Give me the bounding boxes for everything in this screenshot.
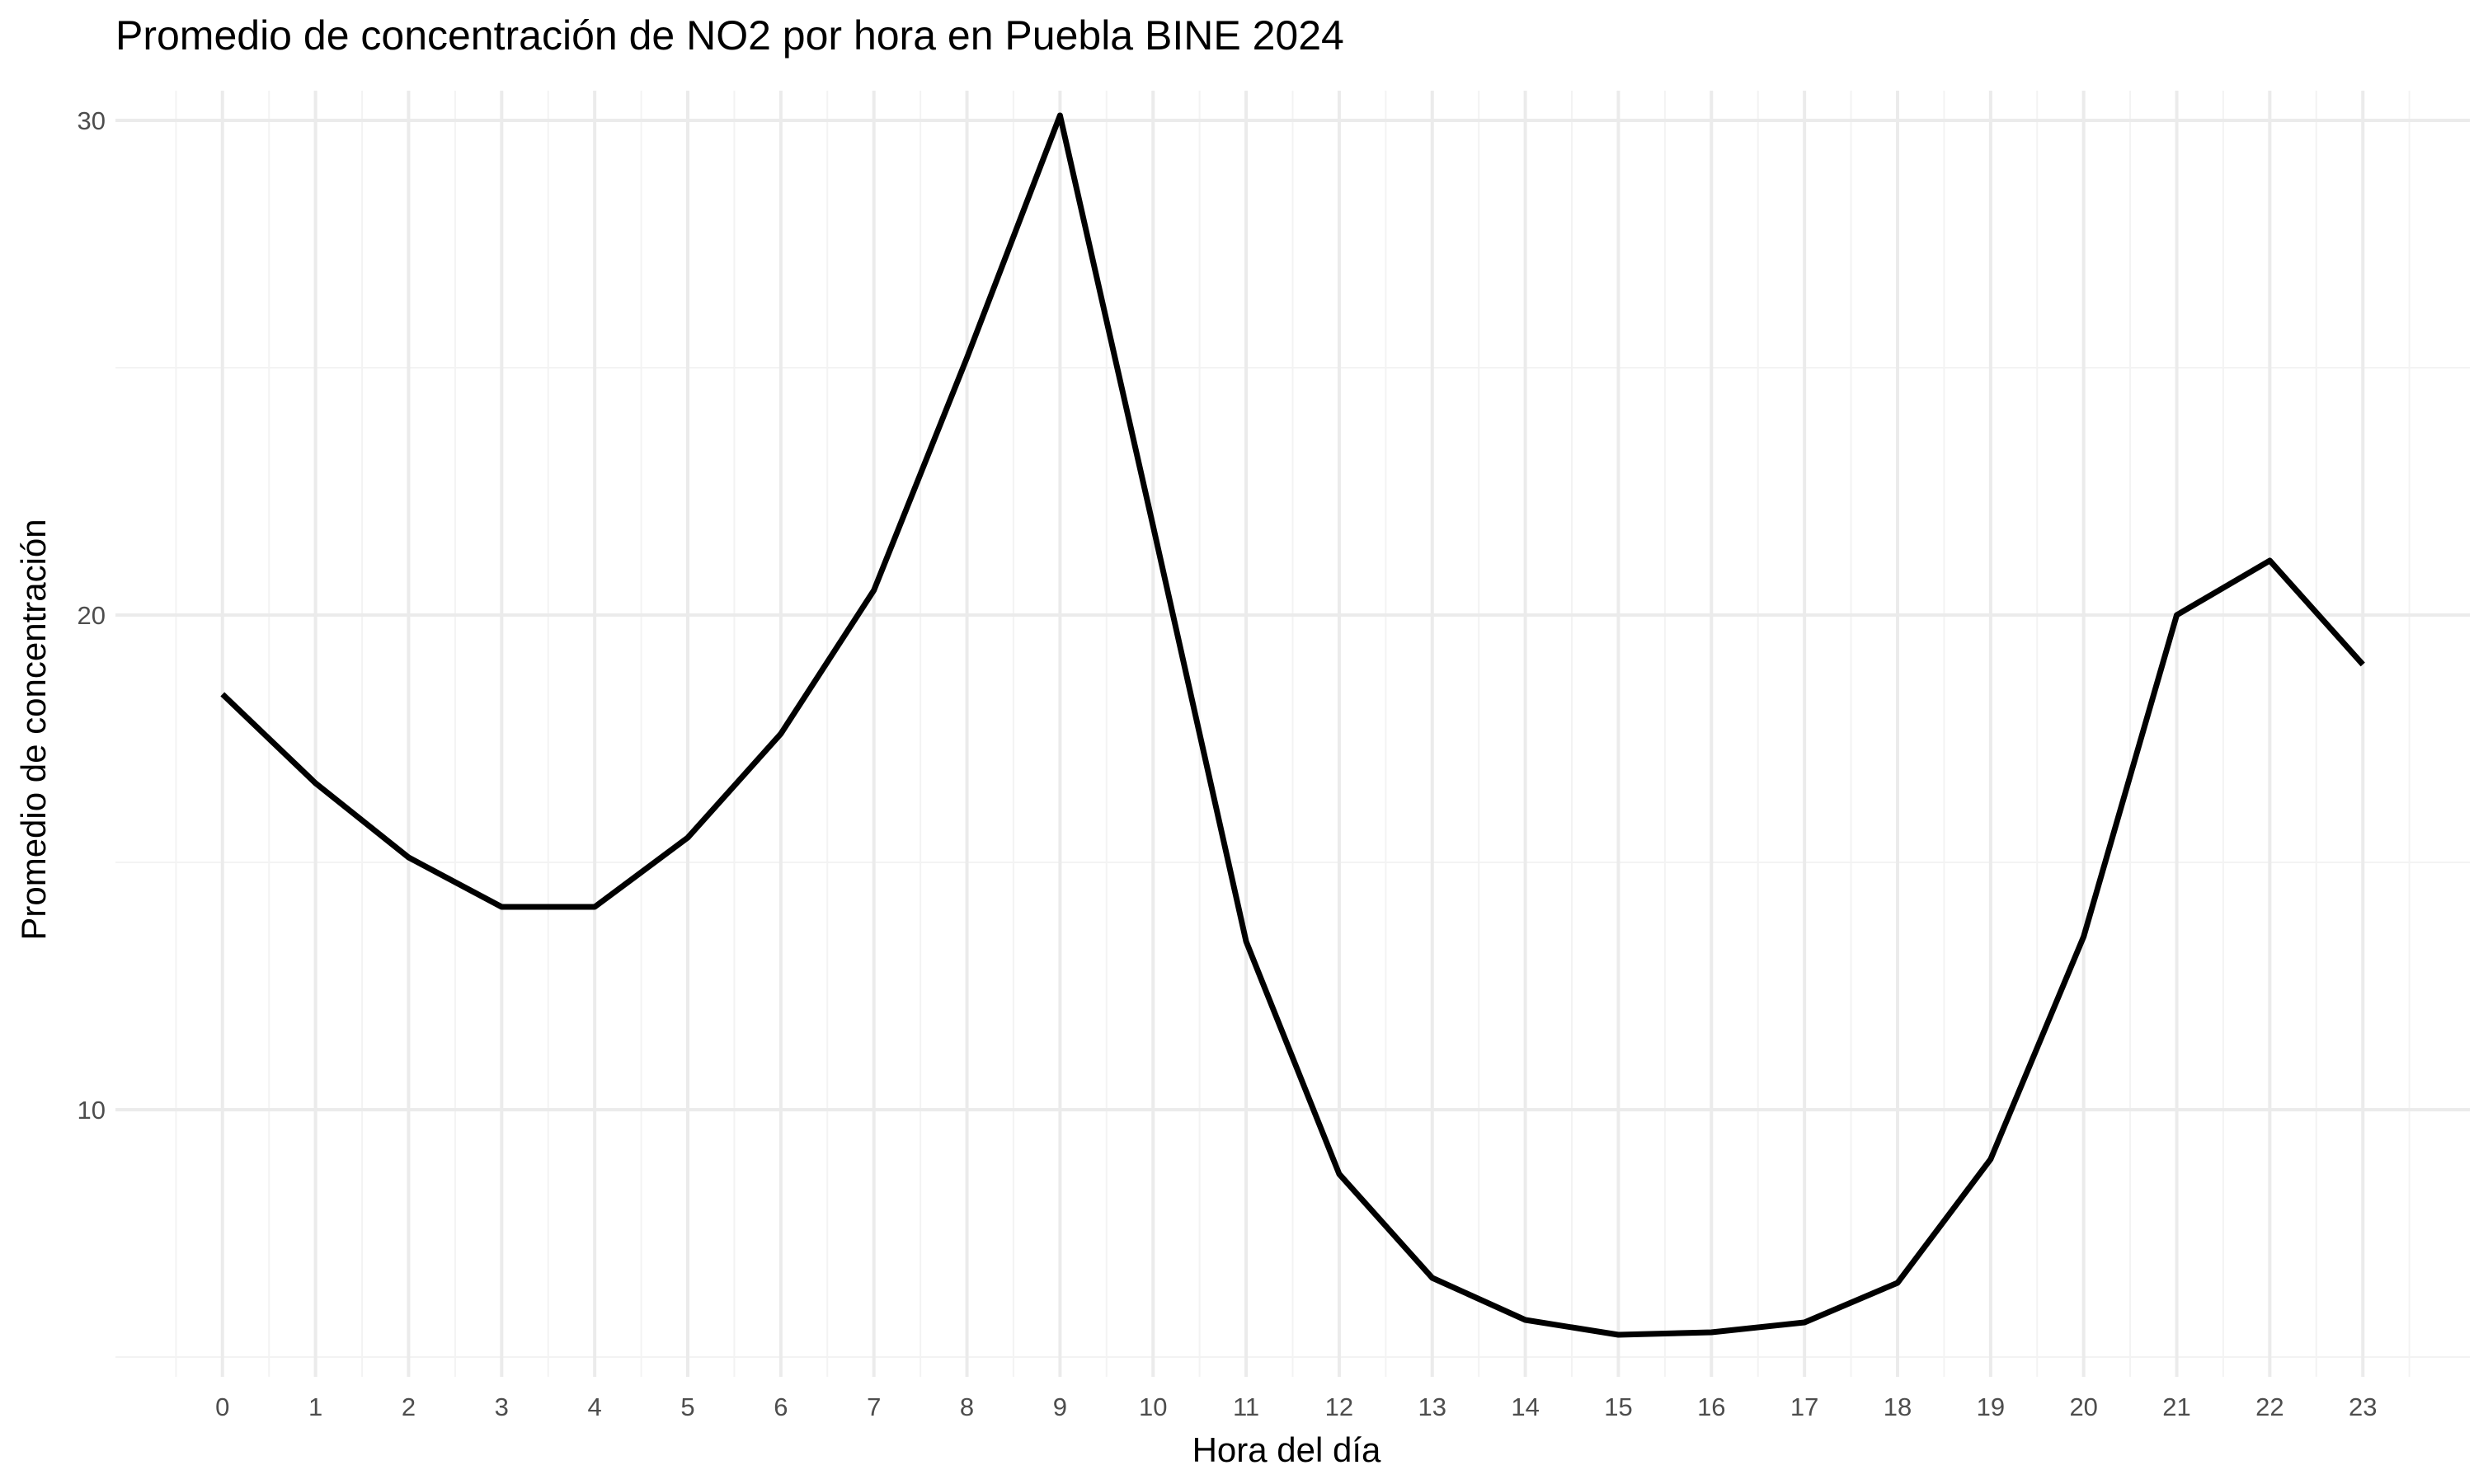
y-tick-label-10: 10 <box>78 1096 106 1125</box>
x-tick-label-20: 20 <box>2069 1392 2097 1421</box>
x-tick-label-9: 9 <box>1053 1392 1067 1421</box>
x-tick-label-17: 17 <box>1790 1392 1818 1421</box>
major-gridlines-y <box>115 119 2470 1111</box>
chart-title: Promedio de concentración de NO2 por hor… <box>115 12 1344 59</box>
y-tick-label-30: 30 <box>78 106 106 135</box>
x-axis-title: Hora del día <box>1192 1430 1381 1469</box>
x-tick-label-14: 14 <box>1511 1392 1539 1421</box>
x-tick-label-16: 16 <box>1697 1392 1725 1421</box>
x-tick-label-22: 22 <box>2255 1392 2284 1421</box>
x-axis-tick-labels: 0 1 2 3 4 5 6 7 8 9 10 11 12 13 14 15 16 17 18 19 20 21 22 23 <box>215 1392 2377 1421</box>
series-group <box>220 112 2365 1338</box>
minor-gridlines-x <box>175 91 2411 1377</box>
x-tick-label-3: 3 <box>495 1392 509 1421</box>
x-tick-label-10: 10 <box>1139 1392 1167 1421</box>
x-tick-label-6: 6 <box>774 1392 788 1421</box>
series-line-0 <box>220 112 2365 1338</box>
x-tick-label-1: 1 <box>308 1392 322 1421</box>
x-tick-label-7: 7 <box>867 1392 881 1421</box>
x-tick-label-2: 2 <box>402 1392 416 1421</box>
y-axis-title: Promedio de concentración <box>14 519 53 940</box>
x-tick-label-15: 15 <box>1604 1392 1632 1421</box>
x-tick-label-12: 12 <box>1325 1392 1353 1421</box>
x-tick-label-11: 11 <box>1233 1392 1259 1421</box>
x-tick-label-5: 5 <box>680 1392 694 1421</box>
y-axis-tick-labels: 10 20 30 <box>78 106 106 1125</box>
y-tick-label-20: 20 <box>78 601 106 630</box>
x-tick-label-4: 4 <box>588 1392 602 1421</box>
x-tick-label-13: 13 <box>1418 1392 1446 1421</box>
x-tick-label-18: 18 <box>1884 1392 1912 1421</box>
x-tick-label-0: 0 <box>215 1392 229 1421</box>
x-tick-label-8: 8 <box>960 1392 974 1421</box>
x-tick-label-23: 23 <box>2349 1392 2377 1421</box>
x-tick-label-19: 19 <box>1977 1392 2005 1421</box>
major-gridlines-x <box>220 91 2365 1377</box>
x-tick-label-21: 21 <box>2162 1392 2190 1421</box>
